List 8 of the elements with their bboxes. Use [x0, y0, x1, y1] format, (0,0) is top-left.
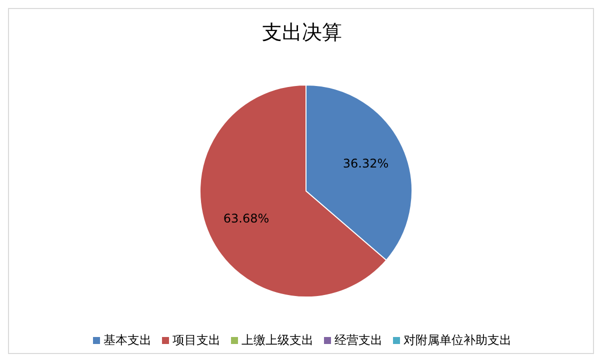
legend-label: 基本支出	[102, 332, 152, 349]
data-label: 36.32%	[342, 156, 389, 171]
legend-label: 经营支出	[334, 332, 382, 349]
legend-label: 上缴上级支出	[240, 332, 314, 349]
legend-label: 项目支出	[172, 332, 220, 349]
data-label: 63.68%	[223, 211, 270, 226]
chart-title: 支出决算	[262, 20, 342, 44]
legend-label: 对附属单位补助支出	[402, 332, 512, 349]
